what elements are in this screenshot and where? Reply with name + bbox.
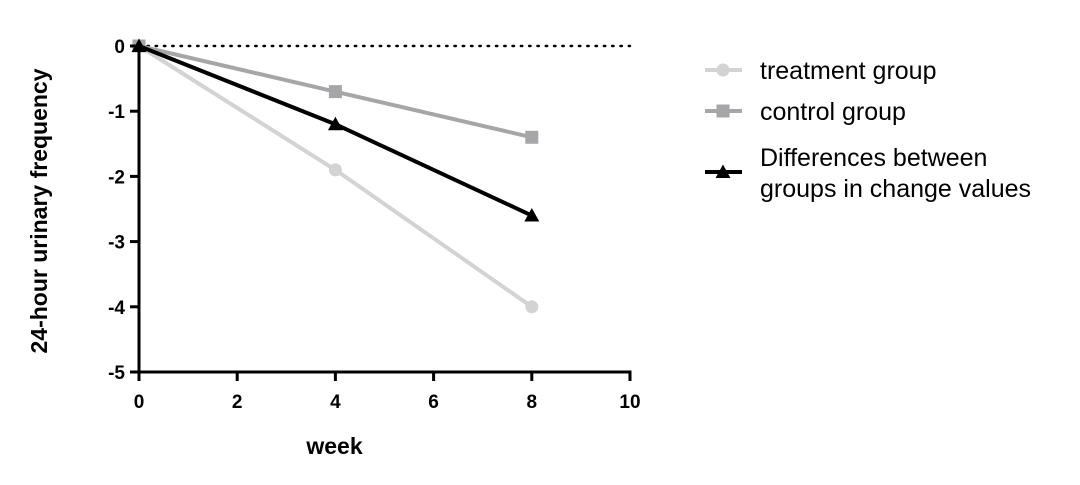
x-tick-label-1: 2: [232, 392, 243, 413]
legend-label-line-0-0: treatment group: [760, 57, 937, 85]
legend-item-2: Differences between groups in change valu…: [705, 144, 1031, 203]
legend-label-1: control group: [760, 98, 906, 126]
series-0: [132, 39, 539, 314]
series-line-0: [137, 44, 533, 309]
data-point-2-1: [327, 116, 343, 131]
x-tick-label-2: 4: [330, 392, 341, 413]
y-axis-title: 24-hour urinary frequency: [26, 68, 52, 353]
y-tick-label-3: -3: [108, 233, 125, 254]
data-point-0-1: [328, 163, 342, 177]
legend-item-1: control group: [705, 98, 906, 126]
x-tick-label-4: 8: [527, 392, 538, 413]
x-tick-label-3: 6: [428, 392, 439, 413]
legend-item-0: treatment group: [705, 57, 937, 85]
y-tick-label-1: -1: [108, 102, 125, 123]
data-point-1-2: [525, 130, 539, 144]
y-tick-label-0: 0: [114, 37, 125, 58]
legend-label-0: treatment group: [760, 57, 937, 85]
legend-swatch-marker-0: [716, 63, 730, 77]
data-point-0-2: [525, 300, 539, 314]
y-tick-label-2: -2: [108, 167, 125, 188]
x-axis-title: week: [305, 433, 362, 459]
legend-label-2: Differences between groups in change valu…: [760, 144, 1031, 203]
series-2: [131, 38, 540, 222]
series-line-2: [138, 44, 533, 218]
legend-swatch-marker-1: [716, 104, 730, 118]
x-tick-label-5: 10: [619, 392, 640, 413]
legend-label-line-1-0: control group: [760, 98, 906, 126]
x-tick-label-0: 0: [134, 392, 145, 413]
data-point-2-2: [524, 208, 540, 222]
data-point-1-1: [328, 85, 342, 99]
legend-swatch-marker-2: [715, 164, 731, 178]
y-tick-label-5: -5: [108, 363, 125, 384]
series-layer: [131, 38, 540, 314]
axes-layer: 0 2 4 6 8 10 0 -1 -2 -3 -4 -5: [108, 37, 640, 413]
legend: treatment group control group Differences …: [705, 57, 1031, 203]
legend-label-line-2-1: groups in change values: [760, 175, 1031, 203]
y-tick-label-4: -4: [108, 298, 125, 319]
legend-label-line-2-0: Differences between: [760, 144, 987, 172]
